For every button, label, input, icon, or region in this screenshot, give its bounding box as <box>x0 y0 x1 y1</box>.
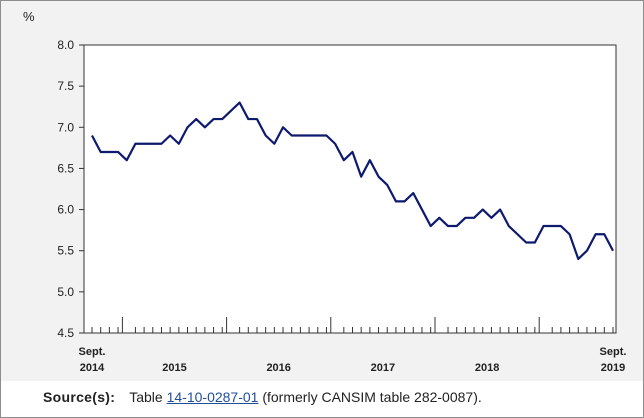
source-prefix: Table <box>129 389 167 405</box>
y-tick-label: 7.0 <box>57 120 74 134</box>
plot-area <box>84 45 616 333</box>
y-tick-label: 7.5 <box>57 79 74 93</box>
y-axis-label: % <box>23 9 35 24</box>
x-tick-label: Sept. <box>600 346 627 358</box>
source-label: Source(s): <box>43 389 116 405</box>
x-tick-label: Sept. <box>79 346 106 358</box>
x-tick-label: 2015 <box>162 362 186 374</box>
x-tick-label: 2016 <box>266 362 290 374</box>
y-tick-label: 4.5 <box>57 326 74 340</box>
plot-border <box>83 44 617 334</box>
y-tick-label: 6.0 <box>57 203 74 217</box>
series-line <box>91 101 614 261</box>
x-tick-label: 2014 <box>80 362 105 374</box>
x-tick-label: 2017 <box>371 362 395 374</box>
line-chart: % 8.0 7.5 7.0 6.5 6.0 5.5 5.0 4.5 Sept. 2014 2015 20… <box>23 9 627 374</box>
y-tick-label: 5.5 <box>57 244 74 258</box>
y-tick-label: 8.0 <box>57 38 74 52</box>
source-table-link[interactable]: 14-10-0287-01 <box>166 389 259 405</box>
y-tick-label: 6.5 <box>57 161 74 175</box>
chart-panel: % 8.0 7.5 7.0 6.5 6.0 5.5 5.0 4.5 Sept. 2014 2015 20… <box>1 1 643 381</box>
x-tick-label: 2019 <box>601 362 625 374</box>
source-note: Source(s): Table 14-10-0287-01 (formerly … <box>43 389 482 405</box>
source-suffix: (formerly CANSIM table 282-0087). <box>258 389 482 405</box>
x-tick-label: 2018 <box>475 362 499 374</box>
y-tick-label: 5.0 <box>57 285 74 299</box>
